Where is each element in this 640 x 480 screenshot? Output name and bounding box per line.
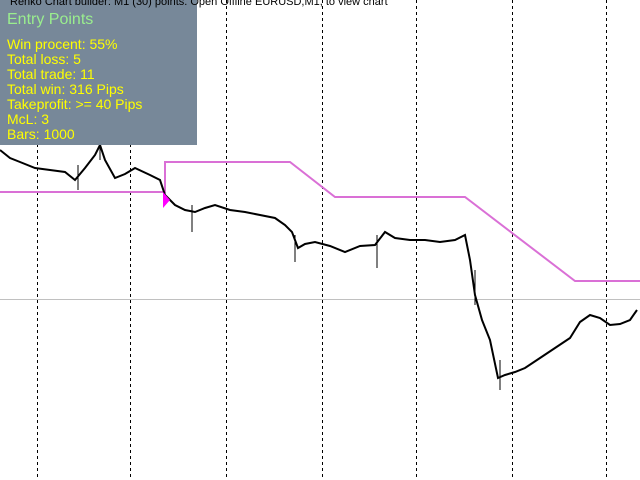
stat-line: McL: 3 — [7, 111, 49, 127]
header-text: Renko Chart builder: M1 (30) points. Ope… — [10, 0, 388, 8]
panel-title: Entry Points — [7, 11, 93, 28]
info-panel — [0, 0, 197, 145]
indicator-line — [0, 161, 640, 282]
stat-line: Total win: 316 Pips — [7, 81, 124, 97]
stat-line: Total trade: 11 — [7, 66, 95, 82]
stat-line: Total loss: 5 — [7, 51, 81, 67]
price-line — [0, 142, 638, 380]
stat-line: Takeprofit: >= 40 Pips — [7, 96, 142, 112]
stat-line: Win procent: 55% — [7, 36, 118, 52]
candle-wicks — [77, 128, 501, 390]
entry-arrow — [163, 192, 170, 208]
stat-line: Bars: 1000 — [7, 126, 75, 142]
